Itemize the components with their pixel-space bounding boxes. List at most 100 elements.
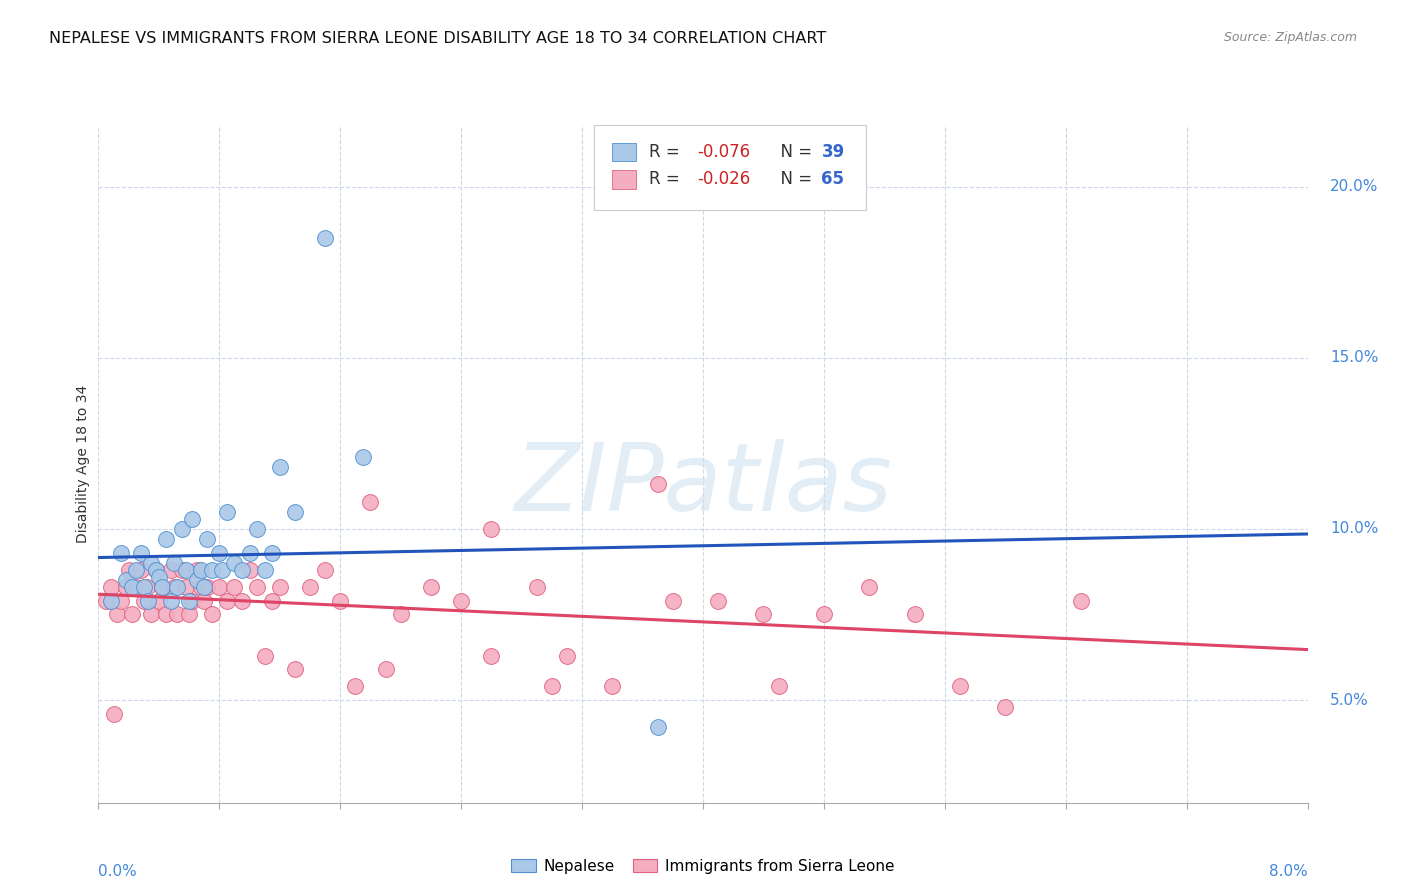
Point xyxy=(181,511,204,525)
Text: NEPALESE VS IMMIGRANTS FROM SIERRA LEONE DISABILITY AGE 18 TO 34 CORRELATION CHA: NEPALESE VS IMMIGRANTS FROM SIERRA LEONE… xyxy=(49,31,827,46)
Text: Source: ZipAtlas.com: Source: ZipAtlas.com xyxy=(1223,31,1357,45)
Point xyxy=(195,580,218,594)
Point xyxy=(768,679,790,693)
Point xyxy=(858,580,880,594)
Point xyxy=(129,546,152,560)
FancyBboxPatch shape xyxy=(595,125,866,210)
Point xyxy=(125,563,148,577)
Point xyxy=(211,563,233,577)
Point xyxy=(314,231,336,245)
Point xyxy=(105,607,128,622)
Point xyxy=(170,522,193,536)
Point xyxy=(239,546,262,560)
Text: 10.0%: 10.0% xyxy=(1330,522,1379,536)
Point xyxy=(284,505,307,519)
Point xyxy=(160,563,183,577)
Point xyxy=(125,580,148,594)
Point xyxy=(179,594,201,608)
Point xyxy=(526,580,548,594)
Point xyxy=(141,556,163,570)
Point xyxy=(949,679,972,693)
Point xyxy=(661,594,683,608)
Point xyxy=(994,700,1017,714)
Text: 5.0%: 5.0% xyxy=(1330,692,1369,707)
Text: 0.0%: 0.0% xyxy=(98,864,138,880)
Point xyxy=(224,556,246,570)
Point xyxy=(193,580,215,594)
Point xyxy=(186,563,208,577)
Point xyxy=(150,580,173,594)
Point xyxy=(450,594,472,608)
Point xyxy=(132,594,155,608)
Point xyxy=(239,563,262,577)
Point xyxy=(555,648,578,663)
Point xyxy=(170,563,193,577)
Point xyxy=(208,580,231,594)
Point xyxy=(707,594,730,608)
Point xyxy=(181,594,204,608)
Point xyxy=(359,494,381,508)
Point xyxy=(344,679,367,693)
Text: N =: N = xyxy=(769,143,817,161)
Point xyxy=(163,580,186,594)
Point xyxy=(145,563,167,577)
Point xyxy=(160,594,183,608)
Text: 39: 39 xyxy=(821,143,845,161)
Point xyxy=(374,662,396,676)
Point xyxy=(246,580,269,594)
Point xyxy=(103,706,125,721)
Point xyxy=(166,580,188,594)
Point xyxy=(163,556,186,570)
Point xyxy=(114,574,136,588)
Point xyxy=(110,546,132,560)
Point xyxy=(190,580,212,594)
Text: 20.0%: 20.0% xyxy=(1330,179,1379,194)
Point xyxy=(269,580,291,594)
Point xyxy=(813,607,835,622)
Point xyxy=(253,648,276,663)
Point xyxy=(269,460,291,475)
Point xyxy=(903,607,925,622)
Point xyxy=(352,450,374,464)
Point xyxy=(262,546,284,560)
Point xyxy=(94,594,117,608)
Point xyxy=(148,570,170,584)
Point xyxy=(540,679,562,693)
Point xyxy=(100,580,122,594)
Point xyxy=(145,563,167,577)
Point xyxy=(215,594,238,608)
Point xyxy=(201,563,224,577)
Point xyxy=(253,563,276,577)
Point xyxy=(135,580,157,594)
Point xyxy=(174,563,197,577)
Point xyxy=(389,607,412,622)
Point xyxy=(100,594,122,608)
Y-axis label: Disability Age 18 to 34: Disability Age 18 to 34 xyxy=(76,384,90,543)
Point xyxy=(155,532,177,546)
Point xyxy=(231,563,253,577)
Legend: Nepalese, Immigrants from Sierra Leone: Nepalese, Immigrants from Sierra Leone xyxy=(505,853,901,880)
Point xyxy=(150,580,173,594)
Point xyxy=(174,580,197,594)
Point xyxy=(141,607,163,622)
Text: R =: R = xyxy=(648,143,685,161)
Point xyxy=(136,594,159,608)
Point xyxy=(224,580,246,594)
Text: 8.0%: 8.0% xyxy=(1268,864,1308,880)
Point xyxy=(132,580,155,594)
Point xyxy=(179,607,201,622)
Point xyxy=(114,580,136,594)
Point xyxy=(201,607,224,622)
Text: -0.076: -0.076 xyxy=(697,143,749,161)
Point xyxy=(329,594,352,608)
Point xyxy=(647,477,669,491)
Point xyxy=(190,563,212,577)
Point xyxy=(186,574,208,588)
Point xyxy=(299,580,322,594)
Point xyxy=(231,594,253,608)
Point xyxy=(208,546,231,560)
FancyBboxPatch shape xyxy=(612,143,637,161)
Point xyxy=(284,662,307,676)
Point xyxy=(110,594,132,608)
Text: R =: R = xyxy=(648,170,685,188)
